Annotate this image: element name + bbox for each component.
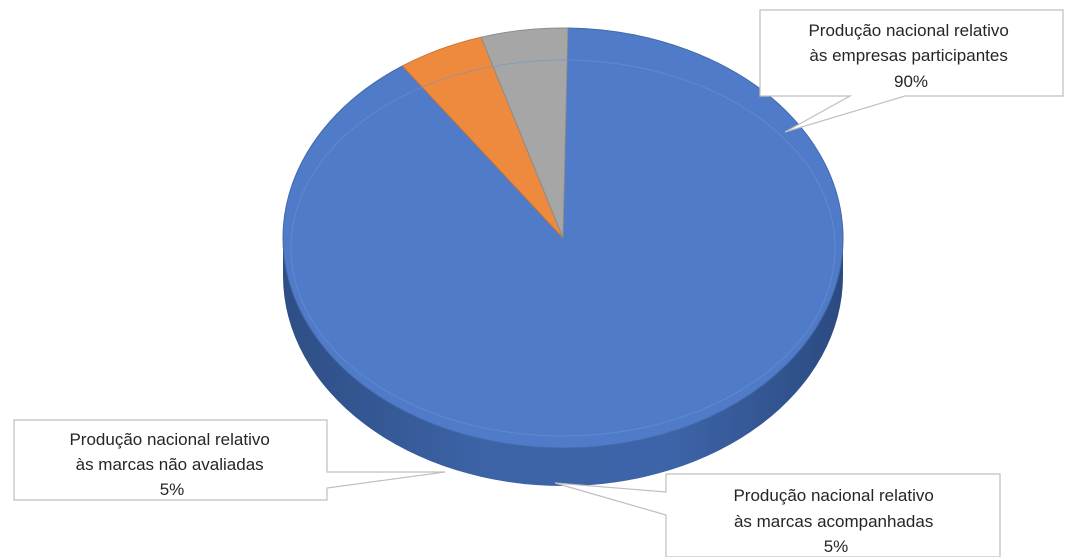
svg-text:Produção nacional relativo: Produção nacional relativo às marcas aco… — [733, 486, 938, 556]
label-line: Produção nacional relativo — [69, 430, 269, 449]
pie-top-faces — [282, 27, 844, 449]
pie-side-walls — [283, 238, 843, 486]
label-line: às marcas não avaliadas — [76, 455, 264, 474]
label-line: Produção nacional relativo — [733, 486, 933, 505]
callout-empresas-participantes: Produção nacional relativo às empresas p… — [759, 9, 1064, 133]
slice-value-label: 90% — [894, 72, 928, 91]
slice-value-label: 5% — [824, 537, 849, 556]
svg-text:Produção nacional relativo: Produção nacional relativo às marcas não… — [69, 430, 274, 499]
pie-slice-marcas-nao-avaliadas — [480, 27, 569, 239]
label-line: às empresas participantes — [809, 46, 1007, 65]
label-line: Produção nacional relativo — [808, 21, 1008, 40]
slice-value-label: 5% — [160, 480, 185, 499]
callout-marcas-acompanhadas: Produção nacional relativo às marcas aco… — [554, 473, 1001, 557]
callout-marcas-nao-avaliadas: Produção nacional relativo às marcas não… — [13, 419, 446, 501]
svg-text:Produção nacional relativo: Produção nacional relativo às empresas p… — [808, 21, 1013, 91]
pie-top-rim — [290, 59, 836, 437]
label-line: às marcas acompanhadas — [734, 512, 933, 531]
pie-side-wall — [283, 238, 843, 486]
